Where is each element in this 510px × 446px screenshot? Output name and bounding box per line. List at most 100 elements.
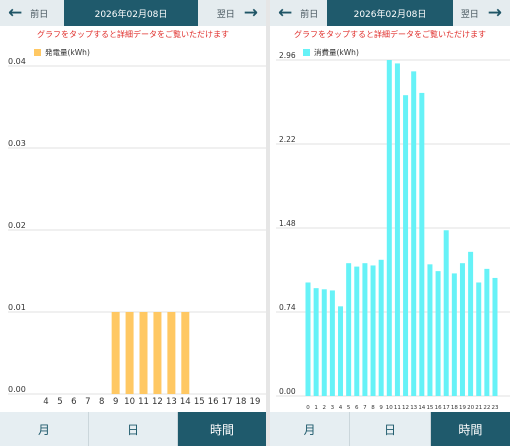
x-tick-label: 23 — [491, 405, 498, 411]
bar-23 — [492, 277, 498, 396]
tab-hour[interactable]: 時間 — [178, 412, 266, 446]
y-tick-label: 0.74 — [279, 303, 296, 312]
bar-15 — [427, 264, 433, 396]
y-tick-label: 0.01 — [8, 303, 26, 312]
tab-month[interactable]: 月 — [0, 412, 89, 446]
tab-day[interactable]: 日 — [89, 412, 178, 446]
bar-3 — [329, 290, 335, 396]
prev-day-button[interactable]: ← 前日 — [270, 0, 318, 26]
bar-14 — [419, 92, 425, 397]
y-tick-label: 2.22 — [279, 135, 296, 144]
arrow-right-icon: → — [243, 2, 258, 23]
x-tick-label: 16 — [435, 405, 442, 411]
x-tick-label: 21 — [475, 405, 482, 411]
x-tick-label: 2 — [323, 405, 327, 411]
bar-2 — [321, 289, 327, 396]
bar-7 — [362, 263, 368, 396]
y-tick-label: 0.04 — [8, 57, 26, 66]
x-tick-label: 17 — [443, 405, 450, 411]
x-tick-label: 13 — [410, 405, 417, 411]
x-tick-label: 18 — [451, 405, 458, 411]
legend-label: 消費量(kWh) — [314, 48, 359, 57]
bar-12 — [153, 312, 162, 394]
x-tick-label: 16 — [208, 397, 219, 407]
x-tick-label: 15 — [426, 405, 433, 411]
consumption-chart[interactable]: 0.000.741.482.222.960 1 2 3 4 5 6 7 8 9 10 11 12 13 14… — [270, 0, 510, 412]
x-tick-label: 19 — [459, 405, 466, 411]
bar-10 — [386, 60, 392, 396]
x-tick-label: 15 — [194, 397, 205, 407]
bar-21 — [476, 282, 482, 396]
bar-13 — [167, 312, 176, 394]
arrow-left-icon: ← — [8, 2, 23, 23]
bar-22 — [484, 268, 490, 396]
bar-16 — [435, 271, 441, 396]
current-date: 2026年02月08日 — [64, 0, 198, 26]
x-tick-label: 10 — [386, 405, 393, 411]
x-tick-label: 13 — [166, 397, 177, 407]
y-tick-label: 0.00 — [279, 387, 296, 396]
x-tick-label: 4 — [339, 405, 343, 411]
bar-6 — [354, 266, 360, 396]
y-tick-label: 2.96 — [279, 51, 296, 60]
chart-legend: 発電量(kWh) — [34, 47, 90, 58]
x-tick-label: 6 — [355, 405, 359, 411]
x-tick-label: 12 — [402, 405, 409, 411]
x-tick-label: 11 — [394, 405, 401, 411]
generation-chart[interactable]: 0.00 0.01 0.02 0.03 0.04 4 5 6 7 8 9 10 11 12 13 14 15 16… — [0, 0, 266, 412]
tap-hint: グラフをタップすると詳細データをご覧いただけます — [294, 30, 486, 39]
bar-14 — [181, 312, 190, 394]
prev-day-label: 前日 — [300, 9, 319, 20]
bar-9 — [111, 312, 120, 394]
x-tick-label: 9 — [379, 405, 383, 411]
bar-11 — [139, 312, 148, 394]
bar-18 — [451, 273, 457, 396]
y-tick-label: 0.00 — [8, 385, 26, 394]
x-tick-label: 1 — [314, 405, 318, 411]
x-tick-label: 14 — [180, 397, 191, 407]
bar-19 — [459, 263, 465, 396]
bar-10 — [125, 312, 134, 394]
prev-day-label: 前日 — [30, 9, 49, 20]
date-nav: ← 前日 2026年02月08日 翌日 → — [0, 0, 266, 26]
x-tick-label: 18 — [236, 397, 247, 407]
bar-11 — [394, 63, 400, 397]
y-tick-label: 0.03 — [8, 139, 26, 148]
x-tick-label: 17 — [222, 397, 233, 407]
legend-swatch — [34, 49, 41, 56]
bar-8 — [370, 265, 376, 396]
prev-day-button[interactable]: ← 前日 — [0, 0, 48, 26]
x-tick-label: 11 — [138, 397, 149, 407]
arrow-right-icon: → — [487, 2, 502, 23]
legend-label: 発電量(kWh) — [45, 48, 90, 57]
x-tick-label: 0 — [306, 405, 310, 411]
next-day-button[interactable]: 翌日 → — [461, 0, 510, 26]
x-tick-label: 20 — [467, 405, 474, 411]
bar-17 — [443, 230, 449, 396]
date-nav: ← 前日 2026年02月08日 翌日 → — [270, 0, 510, 26]
next-day-label: 翌日 — [216, 9, 235, 20]
tab-month[interactable]: 月 — [270, 412, 351, 446]
x-tick-label: 3 — [331, 405, 335, 411]
x-tick-label: 7 — [363, 405, 367, 411]
x-tick-label: 19 — [250, 397, 261, 407]
x-tick-label: 5 — [347, 405, 351, 411]
next-day-label: 翌日 — [460, 9, 479, 20]
next-day-button[interactable]: 翌日 → — [217, 0, 266, 26]
period-tabs: 月 日 時間 — [270, 412, 510, 446]
legend-swatch — [303, 49, 310, 56]
arrow-left-icon: ← — [278, 2, 293, 23]
x-tick-label: 22 — [483, 405, 490, 411]
consumption-panel: ← 前日 2026年02月08日 翌日 → グラフをタップすると詳細データをご覧… — [270, 0, 510, 446]
x-tick-label: 10 — [124, 397, 135, 407]
x-tick-label: 4 — [43, 397, 48, 407]
bar-4 — [338, 306, 344, 396]
tap-hint: グラフをタップすると詳細データをご覧いただけます — [37, 30, 229, 39]
x-tick-label: 7 — [85, 397, 90, 407]
x-tick-label: 14 — [418, 405, 425, 411]
y-tick-label: 0.02 — [8, 221, 26, 230]
tab-hour[interactable]: 時間 — [430, 412, 510, 446]
tab-day[interactable]: 日 — [350, 412, 431, 446]
x-tick-label: 6 — [71, 397, 76, 407]
bar-13 — [411, 71, 417, 396]
